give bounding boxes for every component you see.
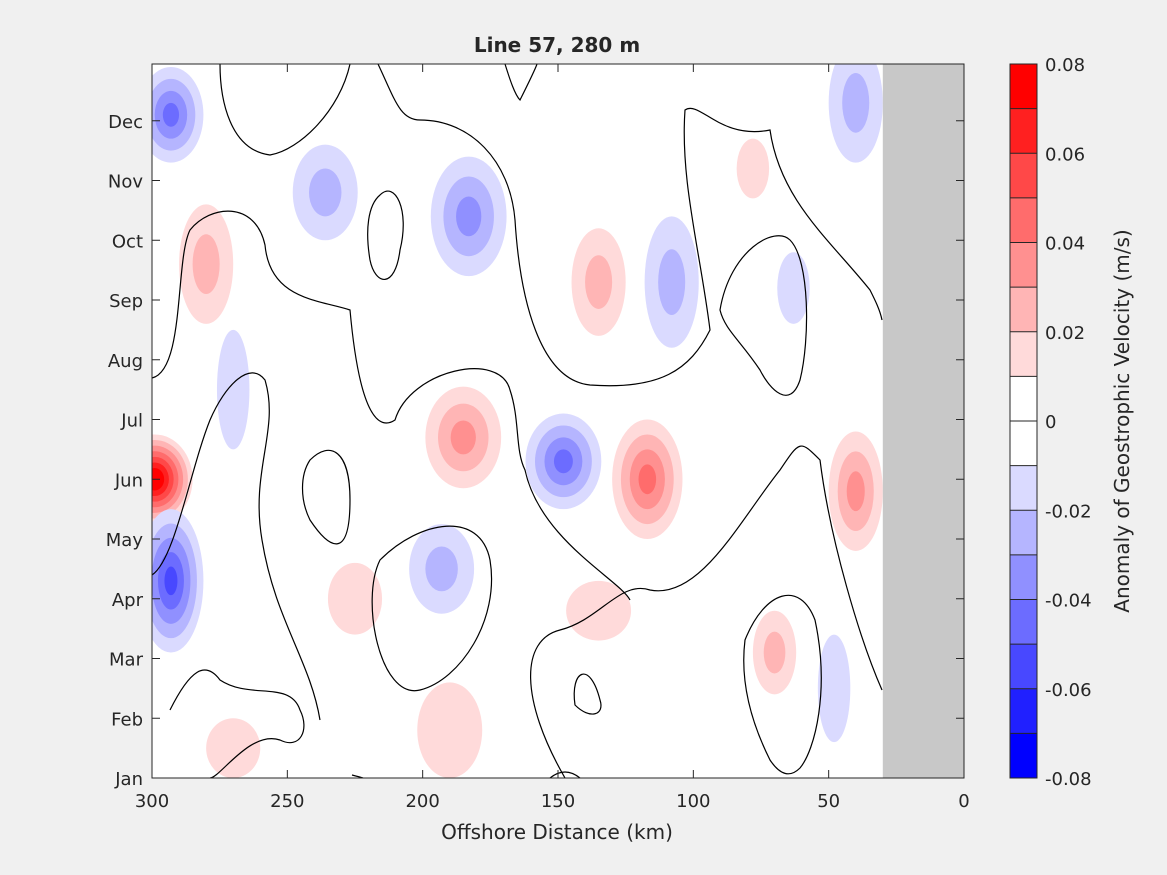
zero-contour-lines	[152, 64, 883, 778]
zero-contour	[377, 64, 883, 387]
colorbar-label: Anomaly of Geostrophic Velocity (m/s)	[1110, 229, 1134, 612]
colorbar-swatch	[1010, 287, 1037, 333]
anomaly-band	[206, 718, 261, 778]
y-tick-label: May	[106, 530, 144, 551]
chart-title: Line 57, 280 m	[474, 33, 640, 57]
y-tick-label: Mar	[109, 650, 144, 671]
anomaly-band	[553, 449, 573, 474]
colorbar-swatch	[1010, 554, 1037, 600]
anomaly-band	[417, 682, 483, 778]
y-tick-label: Oct	[112, 231, 143, 252]
y-tick-label: Jun	[114, 470, 143, 491]
colorbar-swatch	[1010, 108, 1037, 154]
zero-contour	[549, 771, 581, 778]
anomaly-band	[450, 420, 476, 455]
x-tick-label: 0	[958, 791, 969, 812]
colorbar-ticks: 0.08 0.06 0.04 0.02 0 -0.02 -0.04 -0.06 -0.08	[1045, 55, 1092, 790]
colorbar-tick-label: -0.06	[1045, 680, 1092, 701]
y-tick-label: Sep	[109, 291, 143, 312]
zero-contour	[301, 449, 351, 545]
x-tick-label: 300	[135, 791, 169, 812]
anomaly-band	[638, 464, 657, 495]
anomaly-band	[425, 546, 458, 592]
anomaly-band	[192, 234, 220, 295]
y-tick-label: Dec	[108, 112, 143, 133]
anomaly-band	[566, 580, 632, 641]
anomaly-band	[777, 252, 810, 324]
anomaly-band	[842, 72, 870, 133]
colorbar-swatch	[1010, 510, 1037, 556]
colorbar-swatch	[1010, 376, 1037, 422]
anomaly-band	[164, 566, 178, 596]
x-tick-label: 200	[405, 791, 439, 812]
zero-contour	[743, 594, 822, 775]
y-tick-label: Aug	[108, 351, 143, 372]
colorbar-swatch	[1010, 733, 1037, 779]
zero-contour	[219, 64, 351, 156]
x-tick-label: 100	[676, 791, 710, 812]
no-data-land-mask	[882, 64, 964, 778]
colorbar-swatch	[1010, 421, 1037, 467]
zero-contour	[530, 445, 883, 778]
zero-contour	[152, 372, 321, 721]
zero-contour	[152, 210, 631, 601]
y-tick-label: Nov	[108, 172, 143, 193]
anomaly-band	[658, 249, 686, 315]
zero-contour	[573, 673, 602, 715]
anomaly-band	[817, 634, 851, 743]
x-axis: 300 250 200 150 100 50 0	[135, 64, 970, 812]
y-tick-label: Jan	[114, 769, 143, 790]
anomaly-band	[456, 196, 482, 237]
anomaly-band	[327, 562, 383, 635]
y-tick-label: Feb	[111, 709, 143, 730]
x-tick-label: 250	[270, 791, 304, 812]
colorbar-swatch	[1010, 153, 1037, 199]
plot-area	[151, 63, 965, 779]
anomaly-band	[216, 329, 250, 450]
colorbar-swatch	[1010, 465, 1037, 511]
colorbar-frame	[1009, 63, 1038, 779]
colorbar-tick-label: -0.08	[1045, 769, 1092, 790]
colorbar-swatch	[1010, 644, 1037, 690]
colorbar-tick-label: 0.02	[1045, 323, 1085, 344]
colorbar-tick-label: 0	[1045, 412, 1056, 433]
colorbar-swatch	[1010, 331, 1037, 377]
colorbar-tick-label: 0.06	[1045, 144, 1085, 165]
x-tick-label: 50	[817, 791, 840, 812]
y-tick-label: Jul	[120, 411, 143, 432]
anomaly-band	[736, 138, 770, 199]
colorbar-tick-label: -0.04	[1045, 591, 1092, 612]
anomaly-band	[308, 168, 342, 217]
anomaly-band	[162, 102, 180, 127]
colorbar-tick-label: 0.04	[1045, 234, 1085, 255]
colorbar-tick-label: 0.08	[1045, 55, 1085, 76]
colorbar-swatch	[1010, 242, 1037, 288]
zero-contour	[367, 190, 404, 280]
colorbar-segments	[1010, 64, 1037, 779]
zero-contour	[504, 64, 538, 102]
colorbar-swatch	[1010, 599, 1037, 645]
zero-contour	[719, 235, 808, 396]
zero-contour	[371, 525, 492, 692]
colorbar-tick-label: -0.02	[1045, 501, 1092, 522]
colorbar-swatch	[1010, 197, 1037, 243]
y-axis: Jan Feb Mar Apr May Jun Jul Aug Sep Oct Nov Dec	[106, 112, 964, 790]
x-axis-label: Offshore Distance (km)	[441, 820, 673, 844]
anomaly-band	[763, 631, 786, 674]
anomaly-field	[152, 64, 883, 778]
colorbar: 0.08 0.06 0.04 0.02 0 -0.02 -0.04 -0.06 -0.08 An…	[1009, 55, 1134, 790]
colorbar-swatch	[1010, 64, 1037, 110]
zero-contour	[169, 669, 305, 778]
y-tick-label: Apr	[112, 590, 144, 611]
anomaly-band	[846, 471, 865, 512]
anomaly-band	[585, 255, 613, 309]
x-tick-label: 150	[541, 791, 575, 812]
colorbar-swatch	[1010, 688, 1037, 734]
